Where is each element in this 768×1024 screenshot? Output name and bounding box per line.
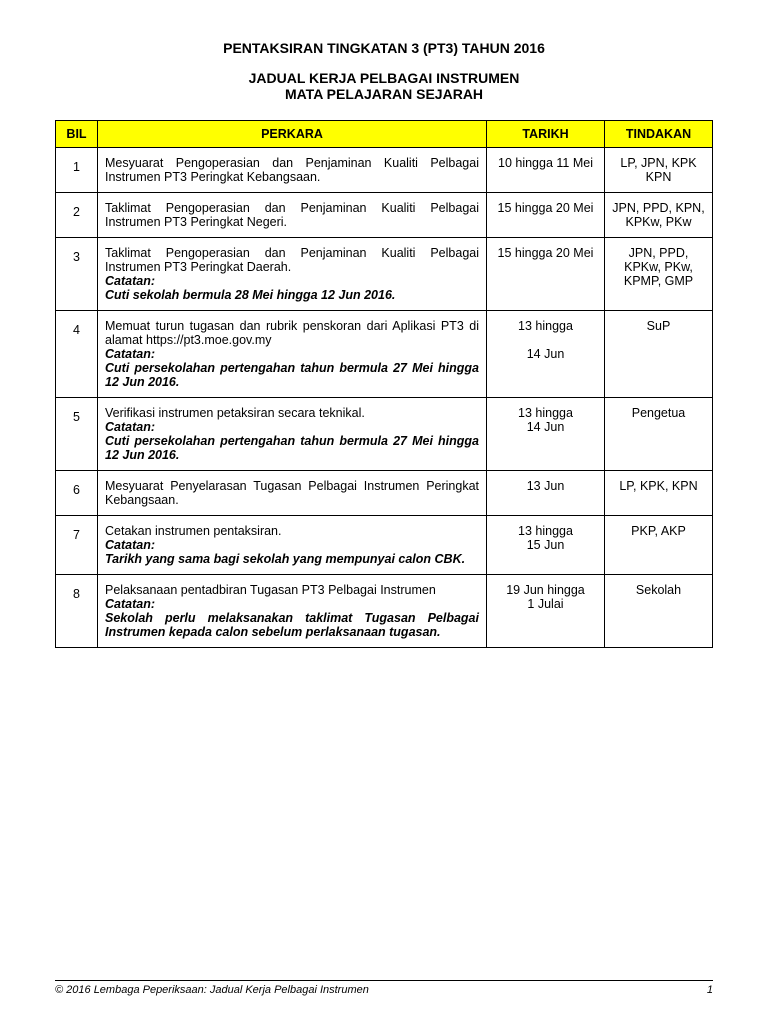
table-row: 1Mesyuarat Pengoperasian dan Penjaminan … [56,148,713,193]
footer-page: 1 [707,984,713,996]
cell-tindakan: Pengetua [605,398,713,471]
cell-perkara: Mesyuarat Penyelarasan Tugasan Pelbagai … [98,471,487,516]
catatan-label: Catatan: [105,420,479,434]
perkara-text: Verifikasi instrumen petaksiran secara t… [105,406,479,420]
catatan-label: Catatan: [105,538,479,552]
perkara-text: Mesyuarat Penyelarasan Tugasan Pelbagai … [105,479,479,507]
title-line-1: PENTAKSIRAN TINGKATAN 3 (PT3) TAHUN 2016 [55,40,713,56]
cell-tindakan: LP, KPK, KPN [605,471,713,516]
cell-bil: 8 [56,575,98,648]
cell-tindakan: LP, JPN, KPK KPN [605,148,713,193]
col-header-bil: BIL [56,121,98,148]
page-footer: © 2016 Lembaga Peperiksaan: Jadual Kerja… [55,980,713,996]
cell-tindakan: JPN, PPD, KPKw, PKw, KPMP, GMP [605,238,713,311]
table-row: 5 Verifikasi instrumen petaksiran secara … [56,398,713,471]
perkara-text: Mesyuarat Pengoperasian dan Penjaminan K… [105,156,479,184]
table-row: 4Memuat turun tugasan dan rubrik penskor… [56,311,713,398]
cell-perkara: Verifikasi instrumen petaksiran secara t… [98,398,487,471]
cell-bil: 2 [56,193,98,238]
cell-perkara: Cetakan instrumen pentaksiran.Catatan:Ta… [98,516,487,575]
catatan-note: Cuti sekolah bermula 28 Mei hingga 12 Ju… [105,288,479,302]
table-header-row: BIL PERKARA TARIKH TINDAKAN [56,121,713,148]
cell-bil: 3 [56,238,98,311]
cell-tarikh: 13 hingga15 Jun [487,516,605,575]
col-header-perkara: PERKARA [98,121,487,148]
table-row: 6Mesyuarat Penyelarasan Tugasan Pelbagai… [56,471,713,516]
cell-perkara: Pelaksanaan pentadbiran Tugasan PT3 Pelb… [98,575,487,648]
cell-perkara: Mesyuarat Pengoperasian dan Penjaminan K… [98,148,487,193]
cell-perkara: Taklimat Pengoperasian dan Penjaminan Ku… [98,238,487,311]
cell-perkara: Taklimat Pengoperasian dan Penjaminan Ku… [98,193,487,238]
perkara-text: Pelaksanaan pentadbiran Tugasan PT3 Pelb… [105,583,479,597]
perkara-text: Cetakan instrumen pentaksiran. [105,524,479,538]
cell-tindakan: Sekolah [605,575,713,648]
cell-tarikh: 15 hingga 20 Mei [487,193,605,238]
cell-bil: 5 [56,398,98,471]
perkara-text: Taklimat Pengoperasian dan Penjaminan Ku… [105,246,479,274]
col-header-tindakan: TINDAKAN [605,121,713,148]
cell-tarikh: 13 hingga14 Jun [487,398,605,471]
catatan-label: Catatan: [105,347,479,361]
catatan-note: Cuti persekolahan pertengahan tahun berm… [105,434,479,462]
col-header-tarikh: TARIKH [487,121,605,148]
cell-bil: 7 [56,516,98,575]
table-row: 8 Pelaksanaan pentadbiran Tugasan PT3 Pel… [56,575,713,648]
cell-tarikh: 13 hingga14 Jun [487,311,605,398]
catatan-note: Tarikh yang sama bagi sekolah yang mempu… [105,552,479,566]
cell-bil: 6 [56,471,98,516]
title-block: PENTAKSIRAN TINGKATAN 3 (PT3) TAHUN 2016… [55,40,713,102]
perkara-text: Memuat turun tugasan dan rubrik penskora… [105,319,479,347]
cell-bil: 1 [56,148,98,193]
catatan-note: Cuti persekolahan pertengahan tahun berm… [105,361,479,389]
cell-tarikh: 15 hingga 20 Mei [487,238,605,311]
title-line-2: JADUAL KERJA PELBAGAI INSTRUMEN [55,70,713,86]
table-row: 3Taklimat Pengoperasian dan Penjaminan K… [56,238,713,311]
cell-tindakan: SuP [605,311,713,398]
title-line-3: MATA PELAJARAN SEJARAH [55,86,713,102]
cell-tarikh: 19 Jun hingga1 Julai [487,575,605,648]
cell-tindakan: PKP, AKP [605,516,713,575]
footer-text: © 2016 Lembaga Peperiksaan: Jadual Kerja… [55,984,369,996]
cell-bil: 4 [56,311,98,398]
cell-tarikh: 13 Jun [487,471,605,516]
table-row: 2Taklimat Pengoperasian dan Penjaminan K… [56,193,713,238]
cell-tarikh: 10 hingga 11 Mei [487,148,605,193]
schedule-table: BIL PERKARA TARIKH TINDAKAN 1Mesyuarat P… [55,120,713,648]
catatan-label: Catatan: [105,274,479,288]
table-body: 1Mesyuarat Pengoperasian dan Penjaminan … [56,148,713,648]
perkara-text: Taklimat Pengoperasian dan Penjaminan Ku… [105,201,479,229]
catatan-note: Sekolah perlu melaksanakan taklimat Tuga… [105,611,479,639]
table-row: 7Cetakan instrumen pentaksiran.Catatan:T… [56,516,713,575]
cell-perkara: Memuat turun tugasan dan rubrik penskora… [98,311,487,398]
catatan-label: Catatan: [105,597,479,611]
cell-tindakan: JPN, PPD, KPN, KPKw, PKw [605,193,713,238]
